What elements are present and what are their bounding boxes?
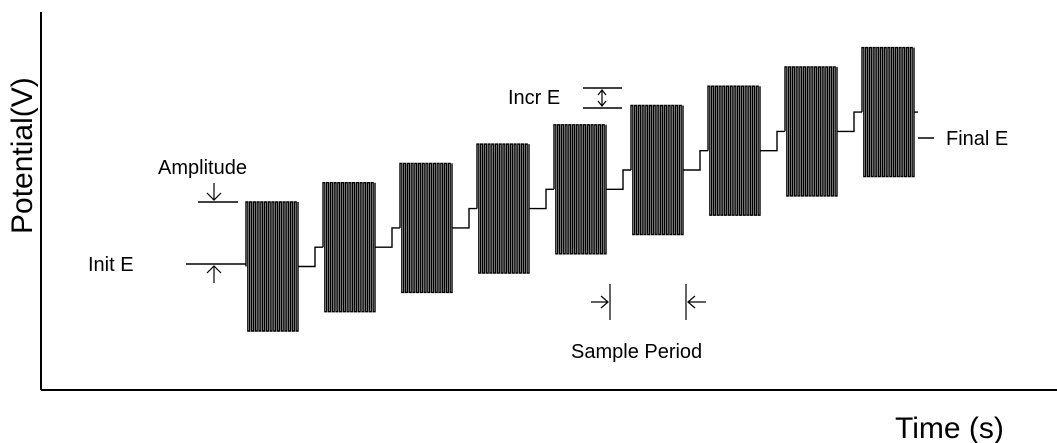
init-e-label: Init E [88, 254, 134, 276]
sample-period-right-marker-icon [685, 284, 706, 320]
sample-period-left-marker-icon [591, 284, 611, 320]
waveform-trace [245, 46, 918, 332]
waveform-burst-9 [861, 46, 915, 178]
step-connector-5 [606, 169, 631, 191]
waveform-burst-2 [322, 181, 376, 313]
step-connector-4 [529, 188, 554, 210]
amplitude-arrow-icon [206, 183, 222, 201]
waveform-burst-1 [245, 201, 299, 332]
waveform-burst-7 [707, 85, 761, 216]
waveform-burst-3 [399, 162, 453, 294]
step-connector-1 [298, 246, 323, 268]
step-connector-8 [837, 111, 862, 133]
step-connector-2 [375, 227, 400, 248]
waveform-burst-5 [553, 124, 607, 255]
final-e-label: Final E [946, 128, 1008, 150]
incr-e-double-arrow-icon [597, 89, 607, 107]
x-axis-title: Time (s) [895, 412, 1004, 443]
waveform-burst-4 [476, 143, 530, 274]
incr-e-label: Incr E [508, 87, 560, 109]
amplitude-label: Amplitude [158, 157, 247, 179]
sample-period-label: Sample Period [571, 341, 702, 363]
y-axis-title: Potential(V) [6, 77, 39, 234]
init-e-arrow-icon [206, 265, 222, 283]
waveform-burst-6 [630, 104, 684, 236]
waveform-burst-8 [784, 66, 838, 197]
step-connector-7 [760, 130, 785, 152]
step-connector-6 [683, 149, 708, 171]
step-connector-3 [452, 207, 477, 229]
